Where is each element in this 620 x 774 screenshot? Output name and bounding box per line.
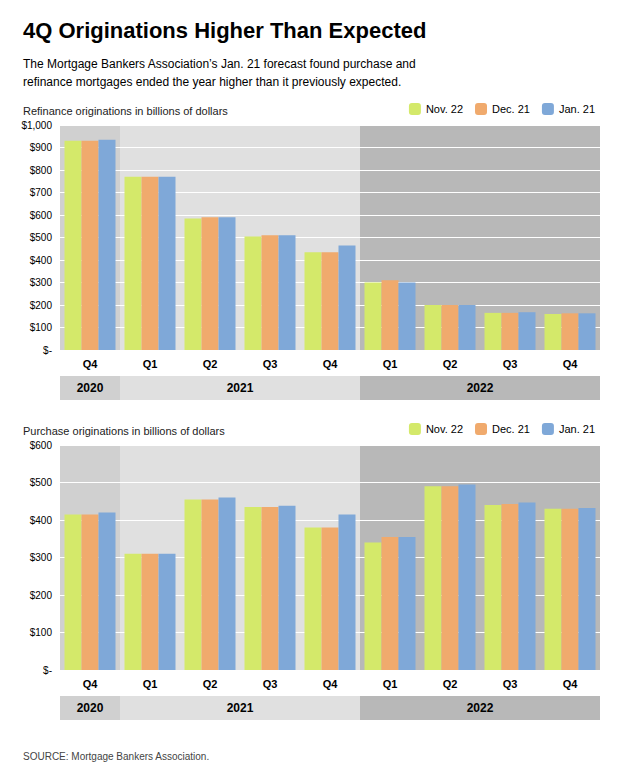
svg-text:$100: $100 xyxy=(30,627,53,638)
svg-text:Nov. 22: Nov. 22 xyxy=(426,423,463,435)
svg-text:$-: $- xyxy=(43,665,52,676)
svg-text:$400: $400 xyxy=(30,515,53,526)
svg-text:$800: $800 xyxy=(30,165,53,176)
svg-text:2021: 2021 xyxy=(227,701,254,715)
svg-text:Nov. 22: Nov. 22 xyxy=(426,103,463,115)
svg-text:Q4: Q4 xyxy=(323,358,339,370)
svg-text:$700: $700 xyxy=(30,187,53,198)
svg-text:$500: $500 xyxy=(30,232,53,243)
svg-text:$-: $- xyxy=(43,345,52,356)
svg-text:$300: $300 xyxy=(30,552,53,563)
svg-text:$900: $900 xyxy=(30,142,53,153)
svg-text:Q2: Q2 xyxy=(443,358,458,370)
svg-text:$600: $600 xyxy=(30,210,53,221)
svg-text:refinance mortgages ended the: refinance mortgages ended the year highe… xyxy=(23,75,401,89)
svg-text:The Mortgage Bankers Associati: The Mortgage Bankers Association’s Jan. … xyxy=(23,57,416,71)
svg-text:Q4: Q4 xyxy=(323,678,339,690)
svg-text:2021: 2021 xyxy=(227,381,254,395)
svg-text:SOURCE: Mortgage Bankers Assoc: SOURCE: Mortgage Bankers Association. xyxy=(23,751,209,762)
svg-text:Q3: Q3 xyxy=(263,678,278,690)
svg-text:Purchase originations in billi: Purchase originations in billions of dol… xyxy=(23,425,225,437)
svg-text:Q1: Q1 xyxy=(143,358,158,370)
svg-text:$500: $500 xyxy=(30,477,53,488)
svg-text:$200: $200 xyxy=(30,590,53,601)
svg-text:$300: $300 xyxy=(30,277,53,288)
svg-text:2022: 2022 xyxy=(467,701,494,715)
svg-text:Q4: Q4 xyxy=(83,358,99,370)
svg-text:Q2: Q2 xyxy=(203,358,218,370)
svg-text:Jan. 21: Jan. 21 xyxy=(559,103,595,115)
svg-text:$600: $600 xyxy=(30,440,53,451)
svg-text:Q3: Q3 xyxy=(263,358,278,370)
svg-text:$100: $100 xyxy=(30,322,53,333)
svg-text:Q1: Q1 xyxy=(383,678,398,690)
svg-text:2022: 2022 xyxy=(467,381,494,395)
svg-text:2020: 2020 xyxy=(77,381,104,395)
svg-text:Q2: Q2 xyxy=(203,678,218,690)
svg-text:Q4: Q4 xyxy=(563,678,579,690)
svg-text:$400: $400 xyxy=(30,255,53,266)
svg-text:Q2: Q2 xyxy=(443,678,458,690)
svg-text:Q1: Q1 xyxy=(383,358,398,370)
svg-text:Refinance originations in bill: Refinance originations in billions of do… xyxy=(23,105,228,117)
svg-text:2020: 2020 xyxy=(77,701,104,715)
svg-text:$200: $200 xyxy=(30,300,53,311)
svg-text:Q3: Q3 xyxy=(503,678,518,690)
svg-text:Dec. 21: Dec. 21 xyxy=(492,103,530,115)
svg-text:Dec. 21: Dec. 21 xyxy=(492,423,530,435)
svg-text:Q4: Q4 xyxy=(563,358,579,370)
svg-text:Q1: Q1 xyxy=(143,678,158,690)
svg-text:Q4: Q4 xyxy=(83,678,99,690)
svg-text:4Q Originations Higher Than Ex: 4Q Originations Higher Than Expected xyxy=(23,18,426,43)
svg-text:Jan. 21: Jan. 21 xyxy=(559,423,595,435)
svg-text:$1,000: $1,000 xyxy=(21,120,52,131)
svg-text:Q3: Q3 xyxy=(503,358,518,370)
